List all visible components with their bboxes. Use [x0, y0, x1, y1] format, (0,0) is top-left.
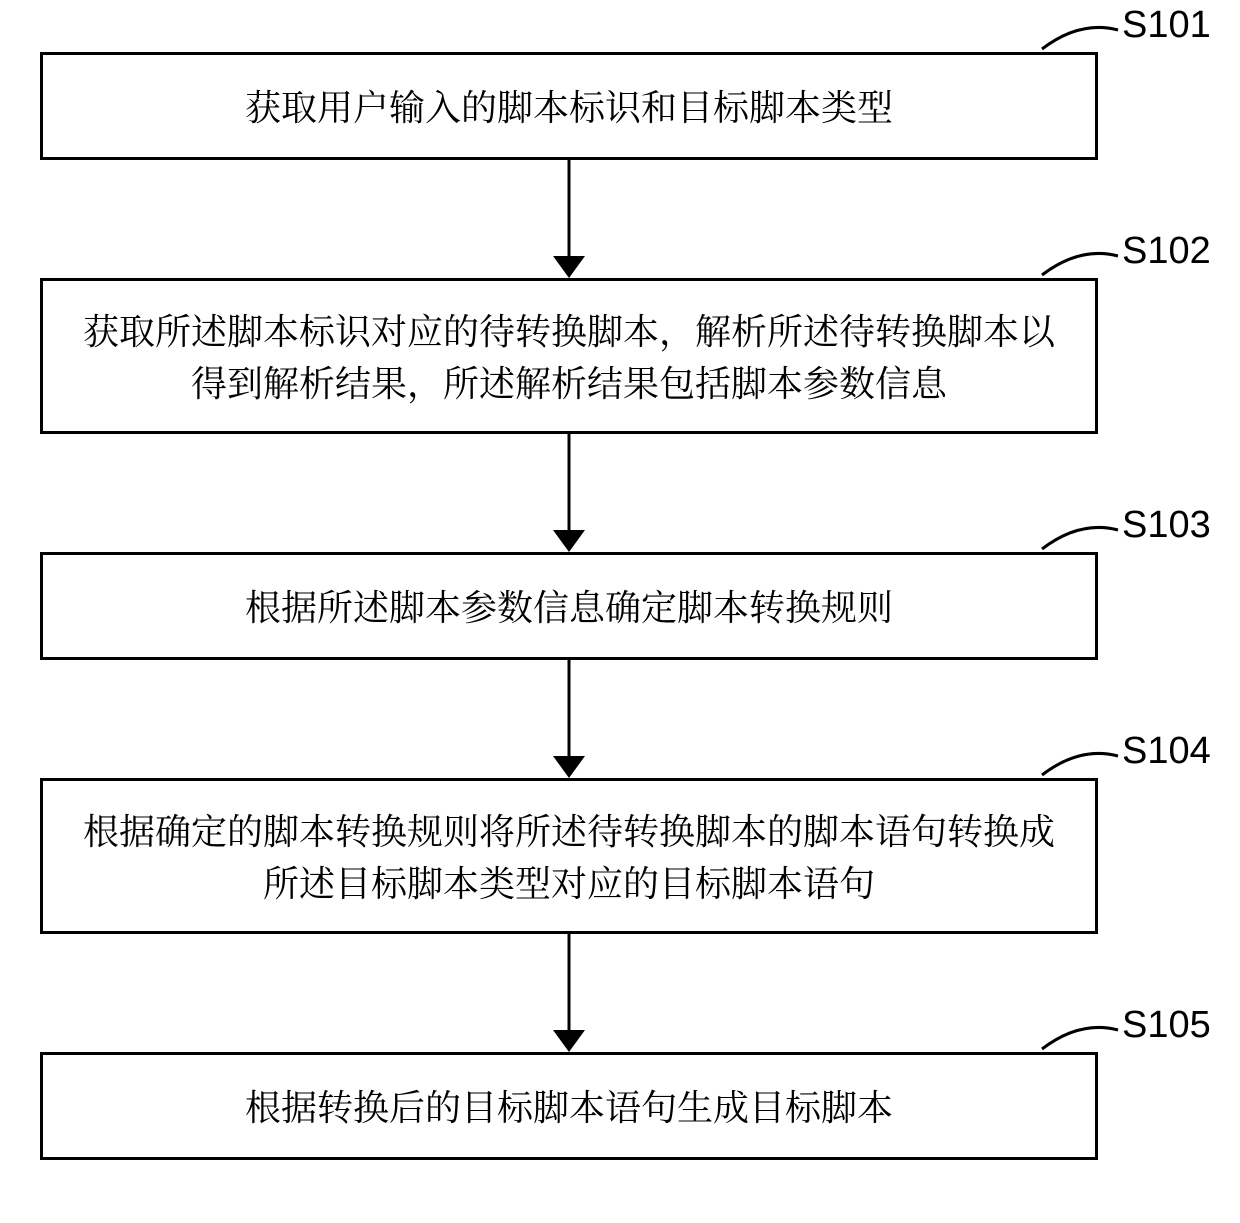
step-text: 根据确定的脚本转换规则将所述待转换脚本的脚本语句转换成所述目标脚本类型对应的目标… [67, 804, 1071, 908]
step-label-s104: S104 [1122, 730, 1211, 773]
arrow-4 [549, 934, 589, 1056]
step-text: 获取所述脚本标识对应的待转换脚本，解析所述待转换脚本以得到解析结果，所述解析结果… [67, 304, 1071, 408]
step-text: 根据转换后的目标脚本语句生成目标脚本 [245, 1080, 893, 1132]
step-box-s105: 根据转换后的目标脚本语句生成目标脚本 [40, 1052, 1098, 1160]
step-box-s102: 获取所述脚本标识对应的待转换脚本，解析所述待转换脚本以得到解析结果，所述解析结果… [40, 278, 1098, 434]
step-box-s103: 根据所述脚本参数信息确定脚本转换规则 [40, 552, 1098, 660]
step-text: 根据所述脚本参数信息确定脚本转换规则 [245, 580, 893, 632]
flowchart-canvas: 获取用户输入的脚本标识和目标脚本类型 S101 获取所述脚本标识对应的待转换脚本，解… [0, 0, 1240, 1223]
step-box-s101: 获取用户输入的脚本标识和目标脚本类型 [40, 52, 1098, 160]
label-leader-s102 [1038, 242, 1122, 279]
step-text: 获取用户输入的脚本标识和目标脚本类型 [245, 80, 893, 132]
arrow-1 [549, 160, 589, 282]
step-label-s103: S103 [1122, 504, 1211, 547]
label-leader-s105 [1038, 1016, 1122, 1053]
arrow-2 [549, 434, 589, 556]
arrow-3 [549, 660, 589, 782]
step-label-s101: S101 [1122, 4, 1211, 47]
label-leader-s103 [1038, 516, 1122, 553]
step-label-s102: S102 [1122, 230, 1211, 273]
step-label-s105: S105 [1122, 1004, 1211, 1047]
label-leader-s101 [1038, 16, 1122, 53]
label-leader-s104 [1038, 742, 1122, 779]
step-box-s104: 根据确定的脚本转换规则将所述待转换脚本的脚本语句转换成所述目标脚本类型对应的目标… [40, 778, 1098, 934]
